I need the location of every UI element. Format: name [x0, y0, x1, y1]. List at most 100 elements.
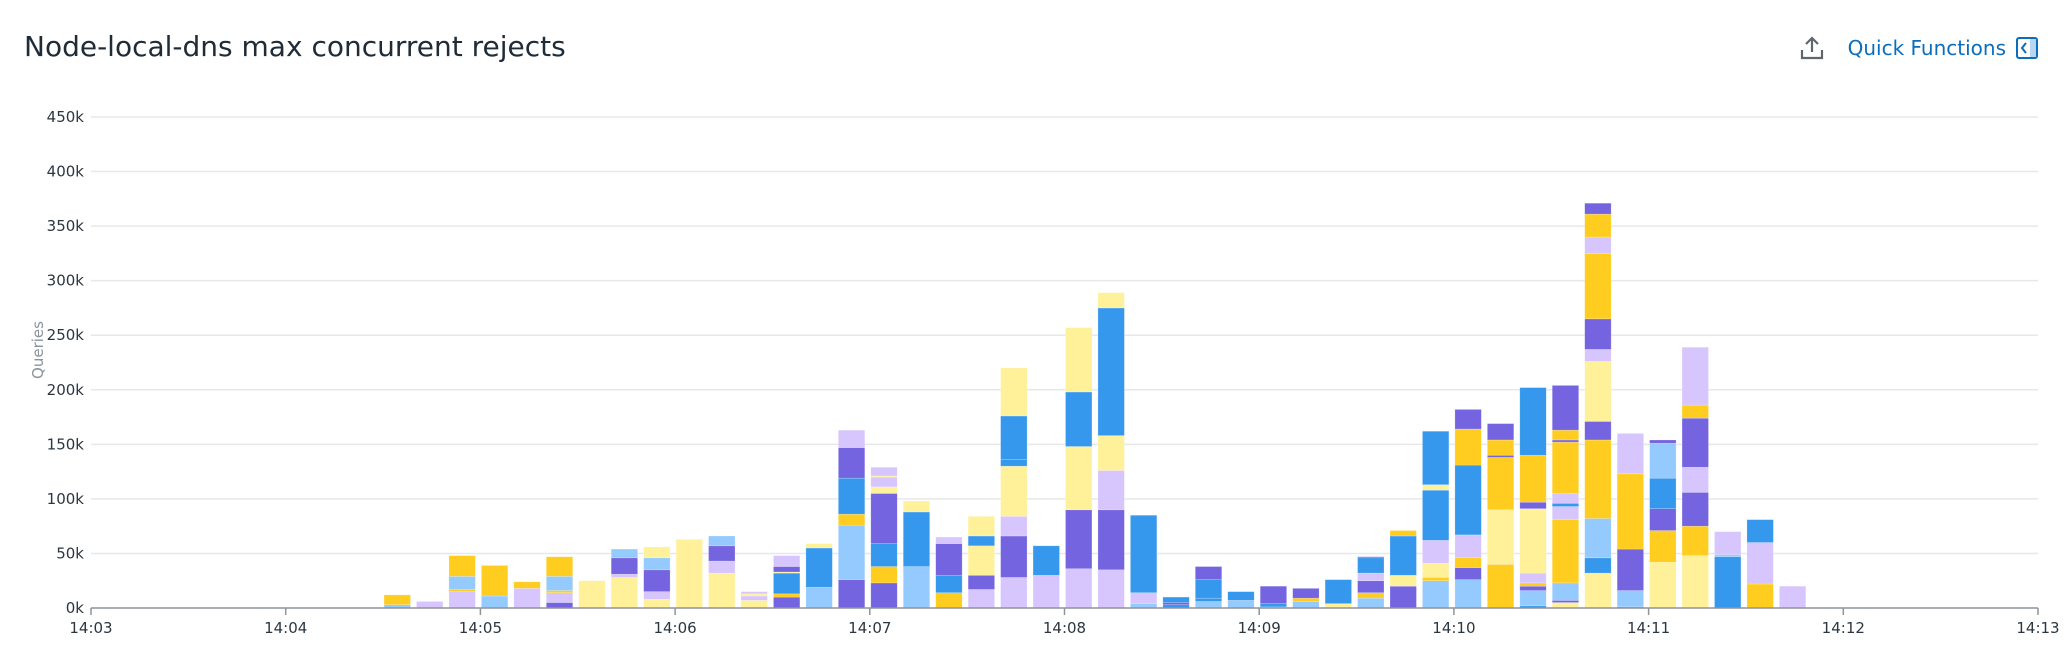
bar-segment — [1487, 439, 1515, 456]
bar-segment — [1584, 361, 1612, 422]
quick-functions-label: Quick Functions — [1847, 36, 2006, 60]
bar-segment — [1000, 535, 1028, 578]
bar-segment — [1681, 404, 1709, 419]
panel-collapse-icon — [2016, 37, 2038, 59]
bar-segment — [1746, 542, 1774, 585]
chart-actions: Quick Functions — [1798, 34, 2038, 62]
bar-segment — [870, 543, 898, 567]
bar-segment — [1097, 307, 1125, 436]
bar-segment — [1681, 555, 1709, 609]
bar-segment — [643, 598, 671, 609]
bar-segment — [545, 592, 574, 603]
bar-segment — [675, 538, 703, 609]
bar-segment — [1584, 318, 1612, 350]
bar-segment — [1454, 567, 1482, 580]
bar-segment — [545, 602, 574, 609]
bar-segment — [1649, 530, 1677, 563]
bar-segment — [1195, 579, 1223, 599]
x-tick-label: 14:11 — [1627, 619, 1670, 637]
bar-segment — [1065, 391, 1093, 447]
bar-segment — [1065, 446, 1093, 511]
x-tick-label: 14:10 — [1432, 619, 1475, 637]
bar-segment — [1487, 423, 1515, 441]
bar-segment — [1551, 493, 1580, 504]
bar-segment — [708, 535, 736, 547]
bar-segment — [610, 557, 638, 575]
bar-segment — [805, 547, 833, 588]
bar-segment — [1065, 327, 1093, 393]
bar-segment — [643, 557, 671, 571]
bar-segment — [935, 543, 963, 576]
bar-segment — [1000, 367, 1028, 417]
bar-segment — [1324, 579, 1352, 604]
y-tick-label: 50k — [56, 544, 84, 562]
bar-segment — [1000, 516, 1028, 537]
bar-segment — [1584, 421, 1612, 441]
bar-segment — [481, 595, 509, 609]
bar-segment — [1551, 385, 1580, 431]
quick-functions-button[interactable]: Quick Functions — [1848, 36, 2038, 60]
bar-segment — [448, 591, 476, 609]
bar-segment — [902, 511, 931, 567]
bar-segment — [1454, 557, 1482, 568]
x-tick-label: 14:13 — [2016, 619, 2059, 637]
bar-segment — [1584, 253, 1612, 320]
bar-segment — [1487, 509, 1515, 565]
bar-segment — [610, 577, 638, 609]
bar-segment — [870, 476, 898, 488]
bar-segment — [1519, 508, 1547, 574]
bar-segment — [416, 601, 444, 609]
bar-segment — [1551, 600, 1580, 603]
bar-segment — [1584, 213, 1612, 238]
bar-segment — [1714, 531, 1742, 555]
bar-segment — [1065, 568, 1093, 609]
bar-segment — [838, 429, 866, 448]
y-tick-label: 400k — [47, 163, 85, 181]
bar-segment — [967, 545, 995, 576]
bar-segment — [935, 592, 963, 609]
bar-segment — [773, 596, 801, 609]
bar-segment — [1032, 574, 1060, 609]
bar-segment — [1519, 454, 1547, 503]
bar-segment — [1746, 519, 1774, 543]
bar-segment — [1259, 585, 1287, 604]
x-tick-label: 14:06 — [653, 619, 696, 637]
bar-segment — [1422, 562, 1450, 578]
bar-segment — [1551, 506, 1580, 520]
bar-segment — [902, 566, 931, 609]
bar-segment — [838, 524, 866, 580]
bar-segment — [1389, 535, 1417, 576]
bar-segment — [967, 589, 995, 609]
bar-segment — [643, 546, 671, 559]
bar-segment — [773, 566, 801, 573]
bar-segment — [1551, 602, 1580, 609]
bar-segment — [383, 594, 411, 606]
bar-segment — [902, 500, 931, 513]
export-upload-icon[interactable] — [1798, 34, 1826, 62]
bar-segment — [1519, 585, 1547, 591]
bar-segment — [1227, 591, 1255, 601]
bar-segment — [1779, 585, 1807, 609]
bar-segment — [838, 447, 866, 479]
bar-segment — [1649, 561, 1677, 609]
bar-segment — [1357, 592, 1385, 599]
bar-segment — [1357, 557, 1385, 574]
bar-segment — [870, 466, 898, 477]
bar-segment — [545, 590, 574, 594]
bar-segment — [773, 593, 801, 598]
bar-segment — [1714, 556, 1742, 609]
bar-segment — [1357, 572, 1385, 582]
bar-segment — [1292, 601, 1320, 609]
bar-segment — [448, 589, 476, 592]
bar-segment — [1584, 518, 1612, 559]
bar-segment — [1000, 577, 1028, 609]
bar-segment — [1097, 569, 1125, 609]
bar-segment — [805, 586, 833, 609]
bar-segment — [1292, 597, 1320, 602]
bar-segment — [1357, 580, 1385, 594]
bar-segment — [1195, 601, 1223, 609]
bar-segment — [1584, 236, 1612, 254]
bar-segment — [1454, 409, 1482, 430]
bar-segment — [610, 548, 638, 559]
bar-segment — [1162, 596, 1190, 603]
